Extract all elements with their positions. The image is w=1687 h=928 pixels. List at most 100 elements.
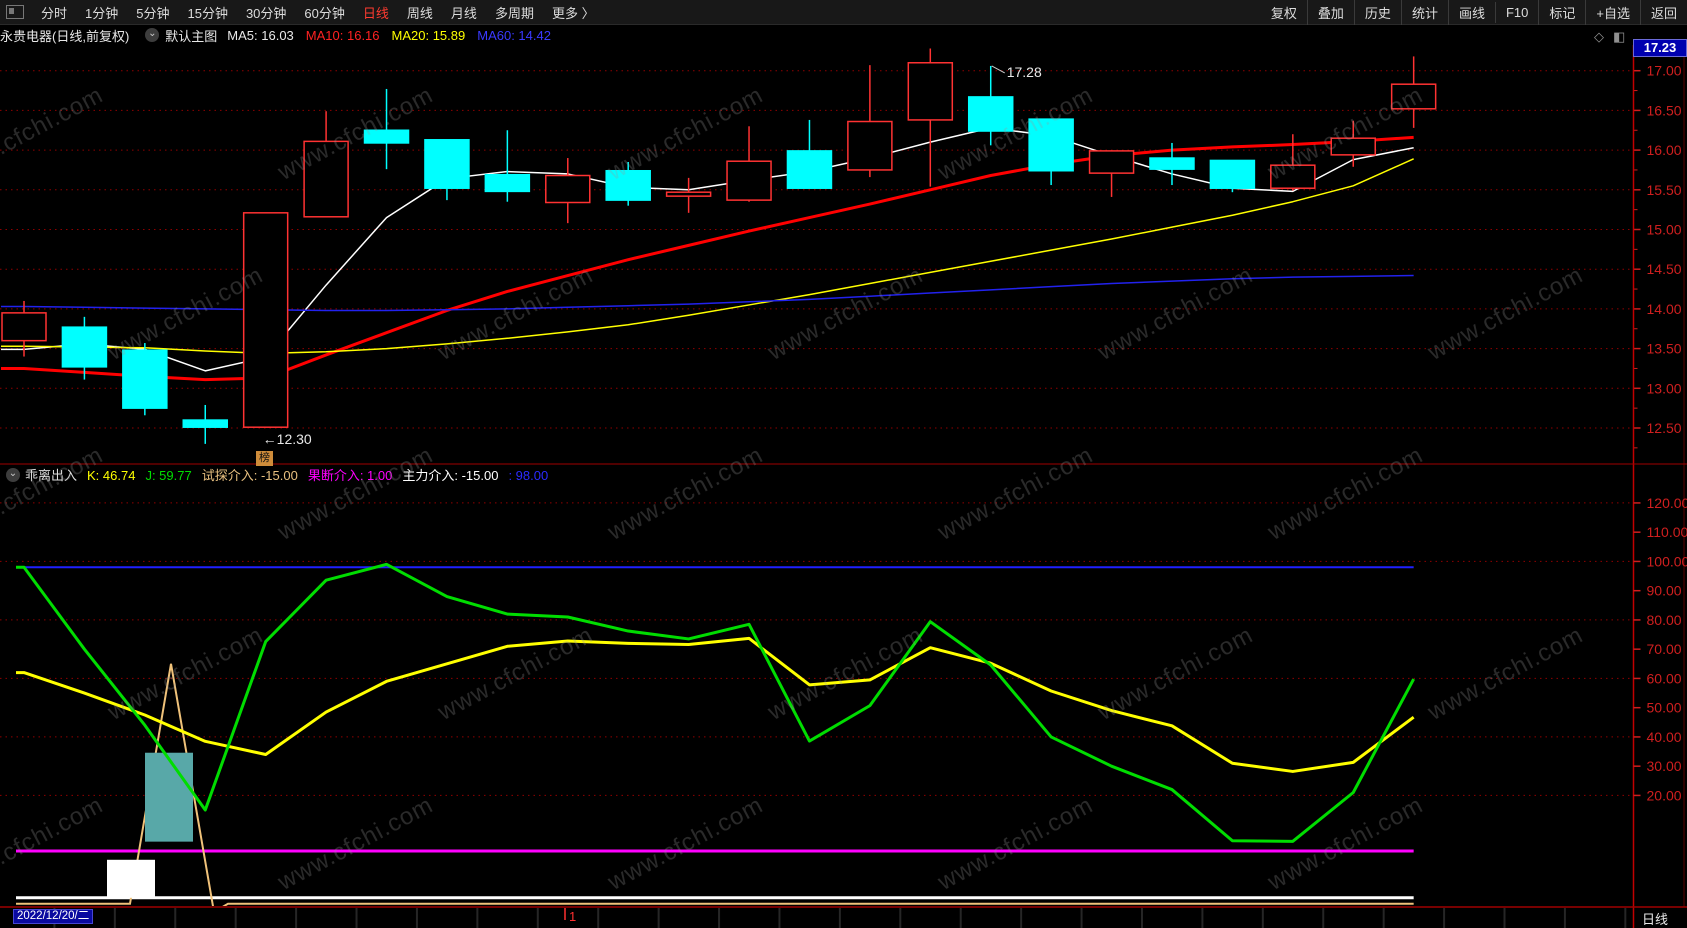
bottom-period-label: 日线 bbox=[1642, 912, 1669, 927]
indicator-tick-label: 120.00 bbox=[1647, 495, 1687, 511]
period-tab-1[interactable]: 分时 bbox=[41, 5, 68, 21]
indicator-tick-label: 100.00 bbox=[1647, 553, 1687, 569]
candle-body[interactable] bbox=[1270, 164, 1316, 189]
period-tab-4[interactable]: 15分钟 bbox=[187, 5, 228, 21]
candle-body[interactable] bbox=[1, 312, 47, 342]
candle-body[interactable] bbox=[303, 140, 349, 218]
candle-body[interactable] bbox=[786, 150, 833, 189]
candle-body[interactable] bbox=[242, 212, 289, 428]
chevron-down-icon[interactable]: ⌄ bbox=[145, 28, 160, 42]
price-tick-label: 13.00 bbox=[1647, 380, 1682, 396]
candle-body[interactable] bbox=[484, 173, 531, 193]
toolbar-button-9[interactable]: 返回 bbox=[1639, 0, 1687, 25]
candle-body[interactable] bbox=[182, 419, 229, 428]
ma-legend-item-3: MA20: 15.89 bbox=[391, 27, 466, 43]
period-tab-3[interactable]: 5分钟 bbox=[136, 5, 170, 21]
ma-line-ma20 bbox=[1, 158, 1414, 355]
candle-body[interactable] bbox=[61, 326, 108, 368]
toolbar-button-8[interactable]: +自选 bbox=[1585, 0, 1640, 25]
candle-body[interactable] bbox=[967, 96, 1014, 132]
low-price-label: ←12.30 bbox=[263, 431, 312, 447]
candle-body[interactable] bbox=[1209, 159, 1256, 189]
candle-body[interactable] bbox=[847, 120, 893, 171]
ma-legend-item-1: MA5: 16.03 bbox=[227, 27, 294, 43]
symbol-title: 永贵电器(日线,前复权) bbox=[0, 28, 130, 44]
toolbar-button-4[interactable]: 统计 bbox=[1400, 0, 1448, 25]
high-pointer-line bbox=[991, 65, 1005, 74]
teal-signal-box bbox=[145, 752, 193, 842]
indicator-header-item-6: 主力介入: -15.00 bbox=[402, 468, 499, 483]
white-signal-box bbox=[107, 859, 155, 898]
split-window-icon[interactable]: ◧ bbox=[1613, 29, 1635, 44]
toolbar-button-1[interactable]: 复权 bbox=[1270, 5, 1297, 21]
period-tab-5[interactable]: 30分钟 bbox=[245, 5, 287, 21]
last-price-badge: 17.23 bbox=[1633, 39, 1687, 57]
candle-body[interactable] bbox=[424, 139, 470, 189]
indicator-header-item-5: 果断介入: 1.00 bbox=[307, 468, 393, 483]
toolbar-button-3[interactable]: 历史 bbox=[1353, 0, 1401, 25]
period-tab-2[interactable]: 1分钟 bbox=[85, 5, 119, 21]
price-tick-label: 16.00 bbox=[1647, 142, 1682, 158]
price-tick-label: 15.00 bbox=[1647, 222, 1682, 238]
indicator-line-k bbox=[16, 636, 1415, 773]
symbol-bar: 永贵电器(日线,前复权) ⌄ 默认主图 MA5: 16.03 MA10: 16.1… bbox=[0, 25, 1687, 45]
price-tick-label: 14.00 bbox=[1647, 301, 1682, 317]
indicator-tick-label: 90.00 bbox=[1647, 583, 1682, 599]
period-tab-6[interactable]: 60分钟 bbox=[304, 5, 345, 21]
indicator-tick-label: 30.00 bbox=[1647, 758, 1682, 774]
period-tab-11[interactable]: 更多 〉 bbox=[551, 5, 595, 21]
ma-line-ma60 bbox=[1, 274, 1414, 312]
toolbar-button-7[interactable]: 标记 bbox=[1538, 0, 1585, 25]
indicator-tick-label: 110.00 bbox=[1647, 524, 1687, 540]
indicator-values: 乖离出入 K: 46.74 J: 59.77 试探介入: -15.00 果断介入: 1.… bbox=[25, 465, 558, 484]
indicator-header-item-3: J: 59.77 bbox=[145, 468, 192, 483]
indicator-header: ⌄ 乖离出入 K: 46.74 J: 59.77 试探介入: -15.00 果断介入: … bbox=[0, 465, 1630, 484]
period-toolbar: 分时 1分钟 5分钟 15分钟 30分钟 60分钟 日线 周线 月线 多周期 更多 〉 复权 叠加 历史… bbox=[0, 0, 1687, 25]
event-marker-label: 1 bbox=[569, 909, 576, 924]
toolbar-button-5[interactable]: 画线 bbox=[1447, 0, 1495, 25]
ma-legend-item-4: MA60: 14.42 bbox=[477, 27, 551, 43]
diamond-icon[interactable]: ◇ bbox=[1594, 29, 1613, 44]
candle-body[interactable] bbox=[1088, 150, 1135, 174]
main-overlay-label[interactable]: 默认主图 bbox=[165, 28, 218, 44]
candle-body[interactable] bbox=[1330, 137, 1376, 156]
candle-body[interactable] bbox=[605, 169, 651, 201]
indicator-line-j bbox=[16, 562, 1415, 843]
indicator-header-item-2: K: 46.74 bbox=[87, 468, 136, 483]
indicator-header-item-1: 乖离出入 bbox=[25, 468, 78, 483]
high-price-label: 17.28 bbox=[1007, 64, 1042, 80]
period-tab-8[interactable]: 周线 bbox=[406, 5, 433, 21]
period-tab-7[interactable]: 日线 bbox=[362, 5, 389, 21]
period-tab-10[interactable]: 多周期 bbox=[494, 5, 534, 21]
candle-body[interactable] bbox=[726, 160, 772, 201]
indicator-chevron-icon[interactable]: ⌄ bbox=[6, 467, 20, 482]
period-tab-9[interactable]: 月线 bbox=[450, 5, 477, 21]
candle-body[interactable] bbox=[122, 349, 168, 409]
indicator-tick-label: 80.00 bbox=[1647, 612, 1682, 628]
toolbar-right-menu: 复权 叠加 历史 统计 画线 F10 标记 +自选 返回 bbox=[1261, 0, 1687, 25]
ma-legend: MA5: 16.03 MA10: 16.16 MA20: 15.89 MA60: 14… bbox=[227, 28, 563, 43]
candle-body[interactable] bbox=[1028, 118, 1074, 172]
candle-body[interactable] bbox=[665, 191, 712, 197]
candle-body[interactable] bbox=[363, 129, 410, 144]
toolbar-button-6[interactable]: F10 bbox=[1494, 1, 1538, 23]
candle-body[interactable] bbox=[907, 62, 954, 121]
candle-body[interactable] bbox=[1149, 157, 1195, 170]
toolbar-button-2[interactable]: 叠加 bbox=[1306, 0, 1354, 25]
indicator-tick-label: 60.00 bbox=[1647, 670, 1682, 686]
candle-body[interactable] bbox=[545, 174, 591, 204]
ma-legend-item-2: MA10: 16.16 bbox=[305, 27, 380, 43]
indicator-header-item-4: 试探介入: -15.00 bbox=[201, 468, 298, 483]
indicator-header-item-7: : 98.00 bbox=[508, 468, 549, 483]
indicator-tick-label: 40.00 bbox=[1647, 729, 1682, 745]
indicator-tick-label: 20.00 bbox=[1647, 787, 1682, 803]
app-window-icon[interactable] bbox=[6, 5, 24, 19]
price-tick-label: 15.50 bbox=[1647, 182, 1682, 198]
indicator-tick-label: 70.00 bbox=[1647, 641, 1682, 657]
candle-body[interactable] bbox=[1390, 83, 1437, 110]
date-cell: 2022/12/20/二 bbox=[13, 909, 94, 924]
indicator-tick-label: 50.00 bbox=[1647, 700, 1682, 716]
price-tick-label: 16.50 bbox=[1647, 102, 1682, 118]
